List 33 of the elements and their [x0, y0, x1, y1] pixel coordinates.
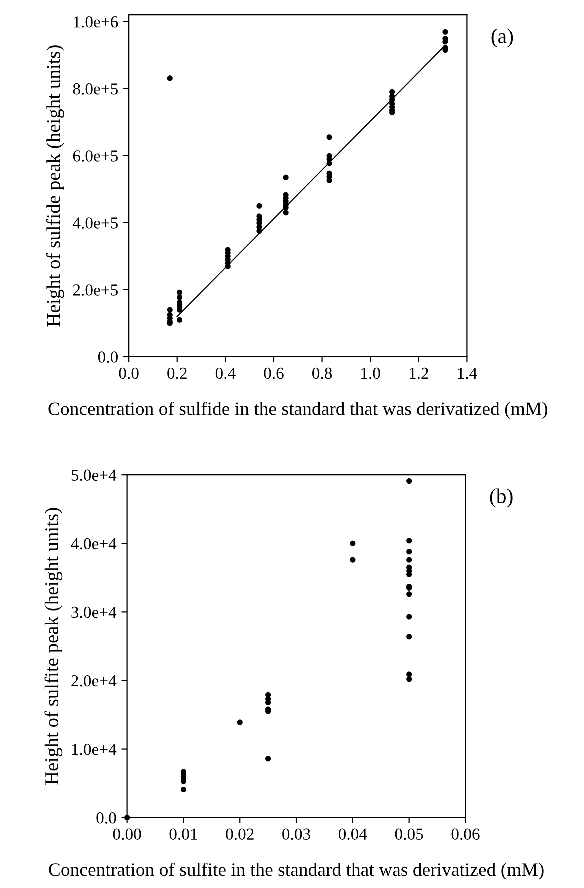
y-tick-label: 6.0e+5 — [73, 150, 118, 162]
y-tick-label: 5.0e+4 — [72, 470, 117, 482]
text: (a) — [492, 28, 514, 48]
x-tick-label: 0.2 — [168, 368, 187, 380]
y-tick-label: 1.0e+6 — [74, 16, 118, 28]
x-tick-label: 0.04 — [338, 828, 368, 840]
x-tick-label: 0.06 — [452, 828, 480, 840]
y-tick-label: 2.0e+4 — [72, 675, 117, 687]
x-tick-label: 1.4 — [458, 368, 478, 380]
x-tick-label: 0.6 — [264, 368, 284, 380]
y-axis-title: Height of sulfide peak (height units) — [46, 46, 64, 327]
x-tick-label: 1.0 — [362, 368, 380, 380]
text: (b) — [490, 488, 513, 508]
x-axis-title: Concentration of sulfite in the standard that was derivatized (mM) — [49, 862, 544, 880]
y-tick-label: 0.0 — [98, 352, 118, 363]
y-axis-title: Height of sulfite peak (height units) — [44, 508, 63, 785]
x-tick-label: 0.4 — [216, 368, 236, 380]
x-tick-label: 0.03 — [282, 828, 310, 840]
x-tick-label: 0.00 — [113, 828, 142, 840]
x-tick-label: 1.2 — [410, 368, 428, 380]
y-tick-label: 0.0 — [96, 812, 116, 824]
x-tick-label: 0.01 — [170, 828, 198, 840]
x-tick-label: 0.8 — [312, 368, 332, 380]
x-tick-label: 0.05 — [395, 828, 424, 840]
x-tick-label: 0.02 — [226, 828, 254, 840]
y-tick-label: 8.0e+5 — [73, 84, 118, 95]
x-axis-title: Concentration of sulfide in the standard that was derivatized (mM) — [48, 402, 548, 420]
y-tick-label: 2.0e+5 — [73, 284, 118, 296]
y-tick-label: 4.0e+5 — [73, 218, 118, 229]
x-tick-label: 0.0 — [119, 368, 139, 380]
y-tick-label: 1.0e+4 — [72, 744, 117, 756]
y-tick-label: 3.0e+4 — [72, 606, 117, 618]
y-tick-label: 4.0e+4 — [71, 538, 117, 550]
